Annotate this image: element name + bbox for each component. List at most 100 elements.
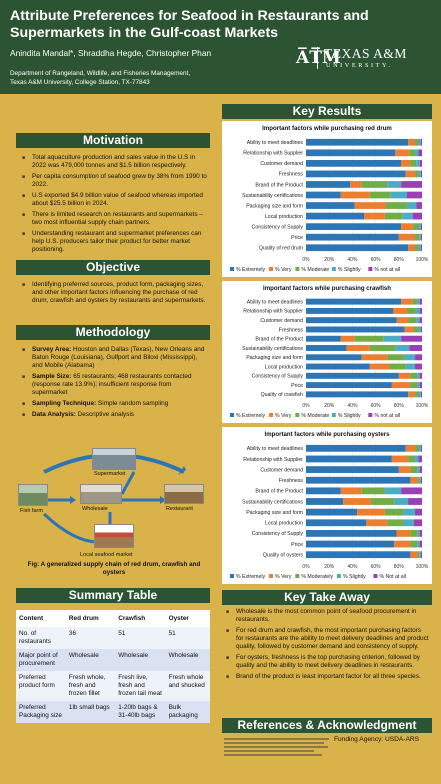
takeaway-item: For oysters, freshness is the top purcha…	[226, 654, 430, 670]
bar-segment	[364, 212, 385, 220]
stacked-bar-chart: 0% 20% 40% 60% 80% 100% Ability to meet deadli…	[230, 443, 429, 580]
bar-segment	[416, 317, 420, 324]
x-tick-label: 20%	[324, 257, 335, 263]
bar-segment	[406, 191, 422, 199]
table-cell: 1-20lb bags & 31-40lb bags	[115, 701, 166, 723]
methodology-list: Survey Area: Houston and Dallas (Texas),…	[22, 346, 208, 422]
bar-segment	[415, 170, 419, 178]
table-header: Content	[16, 610, 66, 627]
bar-segment	[370, 498, 395, 505]
bar-segment	[306, 498, 344, 505]
bar-segment	[413, 519, 422, 527]
legend-swatch	[368, 267, 373, 271]
bar-segment	[398, 233, 416, 241]
bar-segment	[418, 244, 421, 252]
category-label: Packaging size and form	[246, 510, 303, 516]
bar-segment	[412, 298, 418, 305]
bar-segment	[384, 212, 403, 220]
legend-label: % Moderate	[301, 267, 329, 273]
bar-segment	[416, 159, 420, 167]
x-tick-label: 60%	[371, 564, 382, 570]
category-label: Relationship with Supplier	[243, 457, 303, 463]
legend-swatch	[230, 574, 234, 578]
x-tick-label: 80%	[394, 564, 405, 570]
bar-segment	[418, 455, 422, 463]
bar-segment	[361, 354, 388, 361]
bar-segment	[306, 307, 393, 314]
bar-segment	[408, 455, 416, 463]
bar-segment	[395, 345, 410, 351]
bar-segment	[406, 202, 417, 209]
bar-segment	[306, 508, 358, 516]
bar-segment	[420, 444, 422, 452]
bar-segment	[340, 191, 370, 199]
restaurant-image	[164, 484, 204, 504]
bar-segment	[409, 149, 416, 157]
x-tick-label: 100%	[416, 564, 429, 570]
motivation-item: U.S exported $4.9 billion value of seafo…	[22, 192, 208, 208]
chart-title: Important factors while purchasing oyste…	[264, 431, 390, 438]
bar-segment	[306, 345, 347, 351]
bar-segment	[306, 519, 367, 527]
bar-segment	[412, 223, 419, 231]
takeaway-item: For red drum and crawfish, the most impo…	[226, 627, 430, 651]
bar-segment	[361, 181, 388, 188]
legend-label: % Slightly	[338, 413, 361, 419]
table-header: Crawfish	[115, 610, 166, 627]
fish-farm-label: Fish farm	[20, 508, 43, 514]
motivation-item: Understanding restaurant and supermarket…	[22, 230, 208, 254]
legend-swatch	[230, 413, 234, 417]
references-title: References & Acknowledgment	[222, 718, 432, 733]
bar-segment	[384, 487, 402, 495]
bar-segment	[419, 159, 422, 167]
bar-segment	[419, 382, 422, 389]
table-row: No. of restaurants 36 51 51	[16, 627, 210, 649]
category-label: Packaging size and form	[246, 203, 303, 209]
table-cell: Wholesale	[115, 649, 166, 671]
bar-segment	[306, 149, 396, 157]
bar-segment	[366, 519, 388, 527]
bar-segment	[383, 335, 402, 342]
chart-crawfish: Important factors while purchasing crawf…	[222, 281, 432, 423]
legend-swatch	[331, 413, 336, 417]
legend-label: % Moderate	[301, 413, 329, 419]
summary-table: Content Red drum Crawfish Oyster No. of …	[16, 610, 210, 723]
bar-segment	[394, 498, 409, 505]
restaurant-label: Restaurant	[166, 506, 193, 512]
bar-segment	[306, 540, 395, 548]
legend-swatch	[336, 574, 341, 578]
category-label: Price	[291, 383, 303, 389]
legend-label: % Very	[275, 267, 292, 273]
x-tick-label: 40%	[347, 564, 358, 570]
bar-segment	[398, 372, 411, 379]
bar-segment	[384, 508, 404, 516]
key-results-title: Key Results	[222, 104, 432, 119]
category-label: Quality of oysters	[263, 552, 303, 558]
legend-swatch	[295, 413, 300, 417]
stacked-bar-chart: 0% 20% 40% 60% 80% 100% Ability to meet deadli…	[230, 297, 429, 419]
fish-farm-image	[18, 484, 48, 506]
legend-swatch	[295, 574, 300, 578]
bar-segment	[419, 372, 422, 379]
legend-swatch	[269, 413, 274, 417]
chart-oysters: Important factors while purchasing oyste…	[222, 427, 432, 584]
wholesale-image	[80, 484, 122, 504]
bar-segment	[415, 508, 422, 516]
bar-segment	[401, 159, 411, 167]
x-tick-label: 20%	[324, 403, 335, 409]
bar-segment	[354, 335, 384, 342]
legend-label: % Extremely	[236, 267, 266, 273]
x-tick-label: 80%	[394, 403, 405, 409]
bar-segment	[420, 391, 422, 398]
legend-label: % Extremely	[236, 574, 266, 580]
bar-segment	[396, 530, 411, 537]
atm-logo-icon: A̅T̅M	[296, 47, 341, 69]
summary-table-title: Summary Table	[16, 588, 210, 603]
x-tick-label: 0%	[302, 564, 310, 570]
bar-segment	[404, 326, 414, 333]
table-cell: Wholesale	[65, 649, 116, 671]
bar-segment	[408, 317, 417, 324]
bar-segment	[405, 363, 416, 370]
bar-segment	[408, 498, 422, 505]
x-tick-label: 0%	[302, 403, 310, 409]
